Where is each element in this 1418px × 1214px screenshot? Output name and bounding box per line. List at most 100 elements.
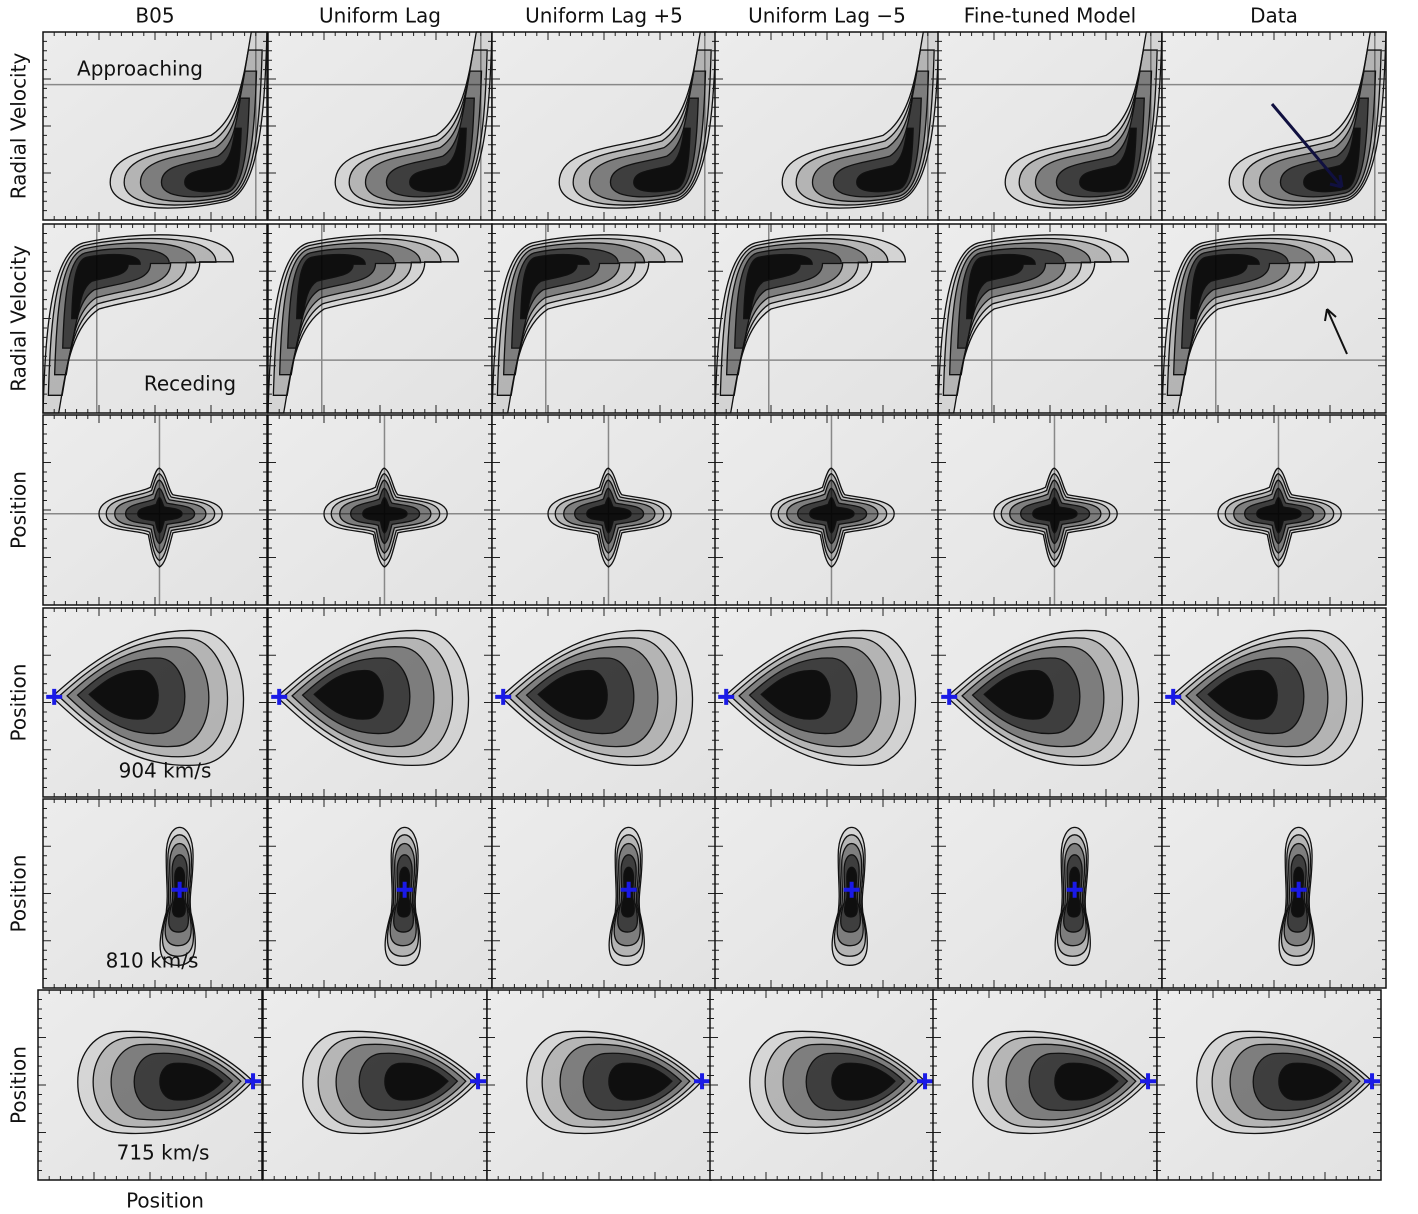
tick-mark	[492, 415, 716, 605]
tick-mark	[938, 415, 1162, 605]
tick-mark	[263, 990, 487, 1180]
tick-mark	[938, 799, 1162, 988]
center-cross	[171, 881, 188, 898]
panel	[1162, 224, 1386, 413]
center-cross	[1140, 1073, 1157, 1090]
tick-mark	[938, 224, 1162, 413]
tick-mark	[1157, 990, 1381, 1180]
tick-mark	[268, 415, 492, 605]
panel	[938, 799, 1162, 988]
tick-mark	[492, 415, 716, 605]
tick-mark	[492, 415, 716, 605]
panel	[715, 799, 939, 988]
tick-mark	[715, 415, 939, 605]
tick-mark	[492, 608, 716, 797]
tick-mark	[1157, 990, 1381, 1180]
tick-mark	[492, 224, 716, 413]
tick-mark	[492, 799, 716, 988]
tick-mark	[487, 990, 711, 1180]
tick-mark	[1162, 32, 1386, 220]
contour	[1080, 128, 1136, 191]
panel-background	[715, 799, 939, 988]
tick-mark	[715, 224, 939, 413]
tick-mark	[710, 990, 934, 1180]
tick-mark	[43, 799, 267, 988]
tick-mark	[487, 990, 711, 1180]
tick-mark	[715, 32, 939, 220]
tick-mark	[1157, 990, 1381, 1180]
tick-mark	[938, 608, 1162, 797]
tick-mark	[715, 415, 939, 605]
contours	[750, 1031, 925, 1133]
tick-mark	[38, 990, 262, 1180]
tick-mark	[43, 415, 267, 605]
tick-mark	[715, 415, 939, 605]
tick-mark	[715, 799, 939, 988]
tick-mark	[1162, 415, 1386, 605]
tick-mark	[715, 799, 939, 988]
tick-mark	[492, 224, 716, 413]
panel-frame	[42, 607, 268, 798]
tick-mark	[938, 415, 1162, 605]
tick-mark	[38, 990, 262, 1180]
contour	[744, 255, 813, 319]
panel-frame	[42, 31, 268, 221]
tick-mark	[487, 990, 711, 1180]
tick-mark	[492, 415, 716, 605]
tick-mark	[1162, 608, 1386, 797]
contours	[268, 32, 492, 220]
row-label: Position	[7, 471, 31, 549]
tick-mark	[710, 990, 934, 1180]
panel	[268, 224, 492, 413]
tick-mark	[43, 799, 267, 988]
tick-mark	[715, 799, 939, 988]
tick-mark	[43, 224, 267, 413]
panel-frame	[37, 989, 263, 1181]
panel	[492, 224, 716, 413]
contour	[72, 255, 141, 319]
tick-mark	[715, 799, 939, 988]
contours	[385, 827, 420, 965]
tick-mark	[715, 415, 939, 605]
tick-mark	[492, 32, 716, 220]
tick-mark	[492, 415, 716, 605]
tick-mark	[1162, 224, 1386, 413]
panel-frame	[1161, 223, 1387, 414]
tick-mark	[938, 224, 1162, 413]
tick-mark	[43, 224, 267, 413]
tick-mark	[938, 608, 1162, 797]
tick-mark	[268, 799, 492, 988]
tick-mark	[492, 32, 716, 220]
tick-mark	[268, 608, 492, 797]
tick-mark	[1162, 415, 1386, 605]
tick-mark	[938, 415, 1162, 605]
panel	[43, 224, 267, 413]
tick-mark	[492, 32, 716, 220]
contour	[1055, 1063, 1118, 1100]
tick-mark	[1162, 415, 1386, 605]
contours	[303, 1031, 478, 1133]
tick-mark	[492, 32, 716, 220]
tick-mark	[938, 608, 1162, 797]
contours	[938, 32, 1162, 220]
contour	[634, 128, 690, 191]
tick-mark	[1162, 799, 1386, 988]
tick-mark	[268, 799, 492, 988]
tick-mark	[715, 415, 939, 605]
tick-mark	[43, 415, 267, 605]
tick-mark	[492, 32, 716, 220]
tick-mark	[938, 799, 1162, 988]
tick-mark	[1162, 32, 1386, 220]
tick-mark	[1162, 799, 1386, 988]
tick-mark	[43, 608, 267, 797]
tick-mark	[487, 990, 711, 1180]
tick-mark	[938, 608, 1162, 797]
tick-mark	[715, 608, 939, 797]
tick-mark	[715, 32, 939, 220]
tick-mark	[492, 224, 716, 413]
tick-mark	[715, 799, 939, 988]
tick-mark	[268, 224, 492, 413]
tick-mark	[492, 799, 716, 988]
panel-frame	[42, 223, 268, 414]
